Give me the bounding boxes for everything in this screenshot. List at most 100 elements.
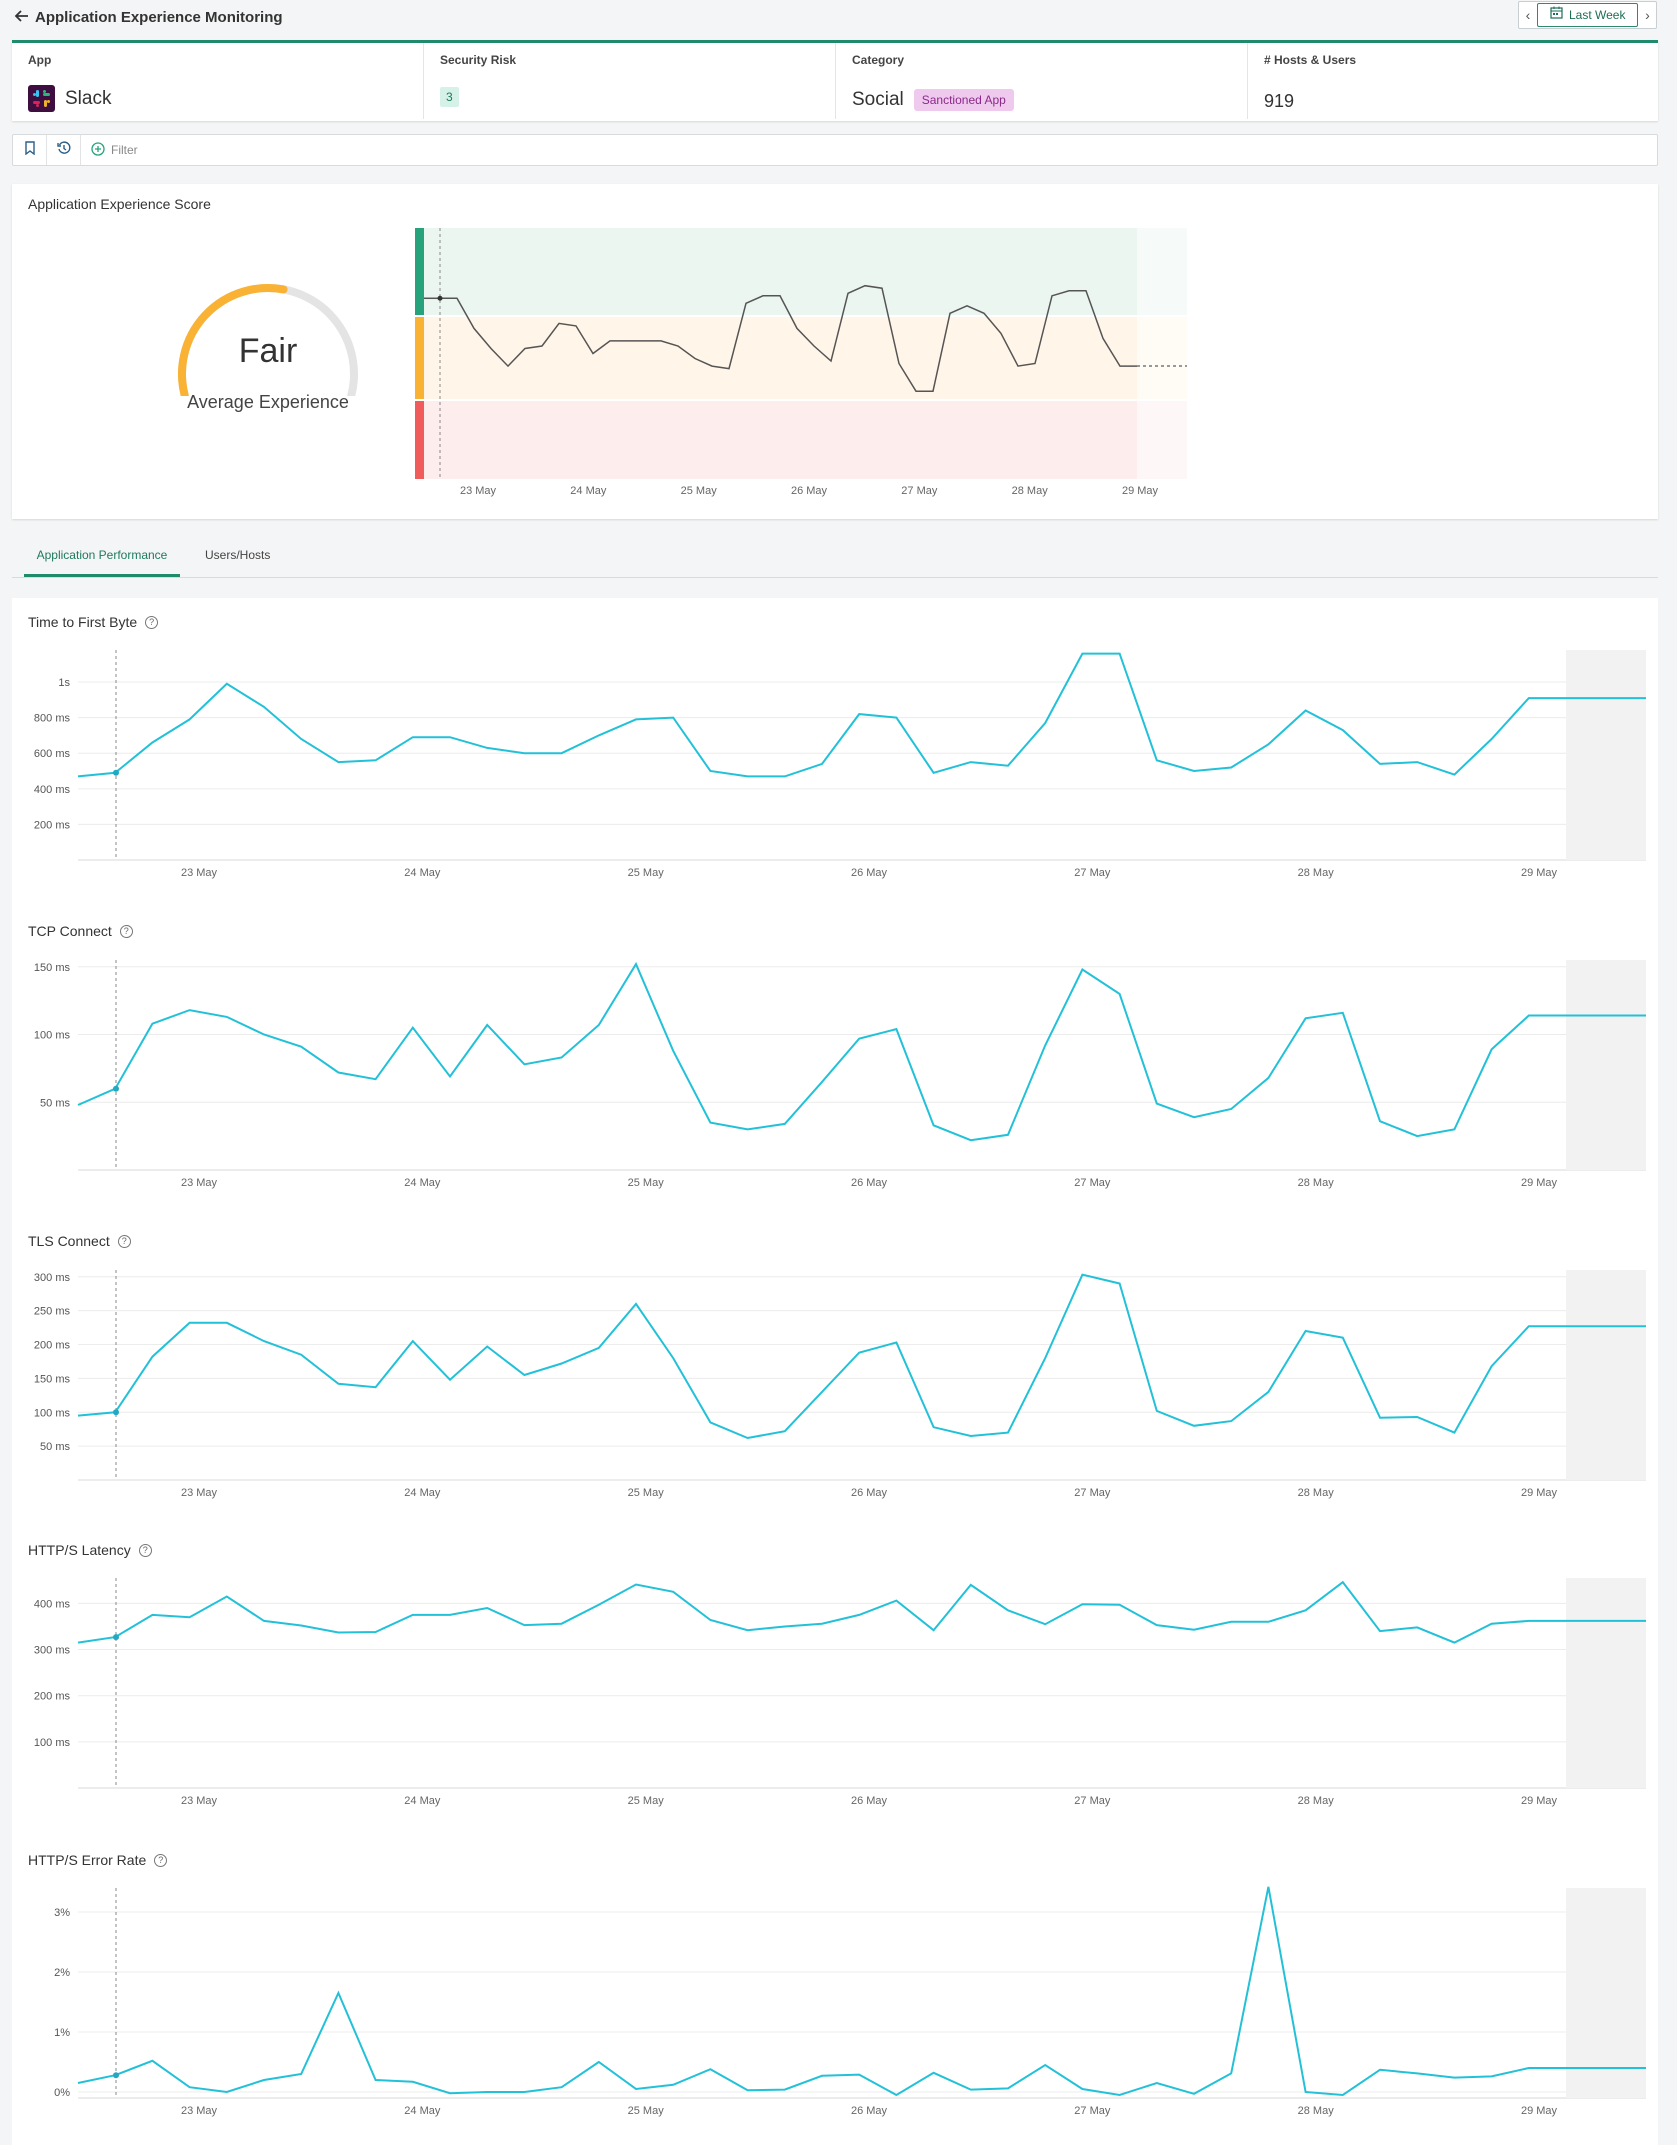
metric-title-text: HTTP/S Error Rate: [28, 1852, 147, 1868]
help-circle-icon[interactable]: ?: [119, 924, 133, 938]
app-name: Slack: [65, 87, 112, 109]
x-tick-label: 27 May: [1074, 1177, 1111, 1189]
security-risk-column: Security Risk 3: [424, 43, 836, 119]
x-tick-label: 28 May: [1298, 2105, 1335, 2117]
series-line: [77, 961, 1646, 1142]
future-region: [1566, 1888, 1646, 2098]
x-tick-label: 27 May: [1074, 1487, 1111, 1499]
y-tick-label: 300 ms: [34, 1272, 71, 1284]
y-tick-label: 100 ms: [34, 1030, 71, 1042]
history-button[interactable]: [47, 135, 81, 165]
latency-chart: 100 ms 200 ms 300 ms 400 ms 23 May 24 May 25 M…: [34, 1578, 1646, 1807]
y-tick-label: 200 ms: [34, 819, 71, 831]
good-band-indicator: [415, 228, 424, 315]
experience-score-card: Application Experience Score Fair Averag…: [12, 184, 1658, 519]
y-tick-label: 100 ms: [34, 1407, 71, 1419]
help-circle-icon[interactable]: ?: [154, 1853, 168, 1867]
x-tick-label: 24 May: [404, 2105, 441, 2117]
x-tick-label: 24 May: [404, 1487, 441, 1499]
future-region: [1137, 228, 1187, 479]
filter-bar: Filter: [12, 134, 1658, 166]
category-value: Social: [852, 89, 904, 110]
experience-gauge: [178, 284, 358, 396]
series-point: [113, 2072, 119, 2079]
x-tick-label: 25 May: [628, 1177, 665, 1189]
y-tick-label: 2%: [54, 1967, 70, 1979]
y-tick-label: 0%: [54, 2087, 70, 2099]
app-label: App: [28, 53, 52, 67]
x-tick-label: 27 May: [1074, 867, 1111, 879]
experience-subtitle: Average Experience: [187, 392, 349, 412]
good-band: [415, 228, 1187, 315]
time-range-control: ‹ Last Week ›: [1518, 1, 1658, 29]
experience-rating: Fair: [238, 332, 298, 370]
y-tick-label: 3%: [54, 1907, 70, 1919]
x-tick-label: 25 May: [681, 485, 718, 497]
tab-application-performance[interactable]: Application Performance: [24, 548, 180, 577]
metric-title-error-rate: HTTP/S Error Rate?: [28, 1852, 168, 1868]
tab-bar: Application Performance Users/Hosts: [12, 536, 1658, 578]
help-circle-icon[interactable]: ?: [138, 1543, 152, 1557]
hosts-users-column: # Hosts & Users 919: [1248, 43, 1658, 119]
metric-title-tls: TLS Connect?: [28, 1233, 131, 1249]
x-tick-label: 23 May: [181, 2105, 218, 2117]
score-point: [437, 295, 443, 301]
y-tick-label: 200 ms: [34, 1691, 71, 1703]
x-tick-label: 23 May: [181, 867, 218, 879]
y-tick-label: 200 ms: [34, 1340, 71, 1352]
future-region: [1566, 960, 1646, 1170]
x-tick-label: 25 May: [628, 1487, 665, 1499]
help-circle-icon[interactable]: ?: [145, 615, 159, 629]
add-filter-button[interactable]: Filter: [81, 141, 138, 159]
x-tick-label: 26 May: [851, 867, 888, 879]
slack-logo-icon: [28, 85, 55, 112]
prev-period-button[interactable]: ‹: [1525, 7, 1531, 23]
security-risk-badge: 3: [440, 87, 459, 107]
series-point: [113, 1409, 119, 1416]
next-period-button[interactable]: ›: [1645, 7, 1650, 23]
y-tick-label: 50 ms: [40, 1097, 70, 1109]
future-region: [1566, 650, 1646, 860]
x-tick-label: 29 May: [1521, 867, 1558, 879]
experience-score-chart: 23 May 24 May 25 May 26 May 27 May 28 May 29 M…: [415, 228, 1187, 497]
x-tick-label: 28 May: [1298, 1177, 1335, 1189]
x-tick-label: 29 May: [1521, 2105, 1558, 2117]
x-tick-label: 27 May: [901, 485, 938, 497]
x-tick-label: 27 May: [1074, 2105, 1111, 2117]
poor-band-indicator: [415, 401, 424, 479]
score-card-title: Application Experience Score: [28, 196, 211, 212]
x-tick-label: 24 May: [404, 1795, 441, 1807]
series-line: [77, 1580, 1646, 1644]
metric-title-text: TCP Connect: [28, 923, 112, 939]
gauge-fill: [178, 284, 288, 396]
y-tick-label: 50 ms: [40, 1441, 70, 1453]
tab-users-hosts[interactable]: Users/Hosts: [205, 548, 271, 562]
x-tick-label: 23 May: [181, 1795, 218, 1807]
help-circle-icon[interactable]: ?: [117, 1234, 131, 1248]
security-risk-label: Security Risk: [440, 53, 517, 67]
history-icon: [56, 140, 71, 160]
tcp-connect-chart: 50 ms 100 ms 150 ms 23 May 24 May 25 May 26 Ma…: [34, 960, 1646, 1189]
metric-title-text: HTTP/S Latency: [28, 1542, 131, 1558]
back-arrow-icon[interactable]: [14, 8, 34, 28]
tls-connect-chart: 50 ms 100 ms 150 ms 200 ms 250 ms 300 ms 23 Ma…: [34, 1270, 1646, 1499]
y-tick-label: 100 ms: [34, 1737, 71, 1749]
x-tick-label: 26 May: [851, 1177, 888, 1189]
y-tick-label: 400 ms: [34, 1598, 71, 1610]
y-tick-label: 1%: [54, 2027, 70, 2039]
x-tick-label: 28 May: [1298, 1795, 1335, 1807]
bookmark-button[interactable]: [13, 135, 47, 165]
category-column: Category Social Sanctioned App: [836, 43, 1248, 119]
y-tick-label: 150 ms: [34, 962, 71, 974]
x-tick-label: 26 May: [851, 2105, 888, 2117]
app-info-card: App Slack Security Risk 3 Category Socia…: [12, 40, 1658, 121]
x-tick-label: 26 May: [851, 1795, 888, 1807]
time-range-button[interactable]: Last Week: [1537, 3, 1639, 27]
calendar-icon: [1550, 4, 1563, 26]
fair-band-indicator: [415, 317, 424, 399]
future-region: [1566, 1270, 1646, 1480]
x-tick-label: 24 May: [570, 485, 607, 497]
page-title: Application Experience Monitoring: [35, 9, 283, 26]
series-point: [113, 1085, 119, 1092]
future-region: [1566, 1578, 1646, 1788]
